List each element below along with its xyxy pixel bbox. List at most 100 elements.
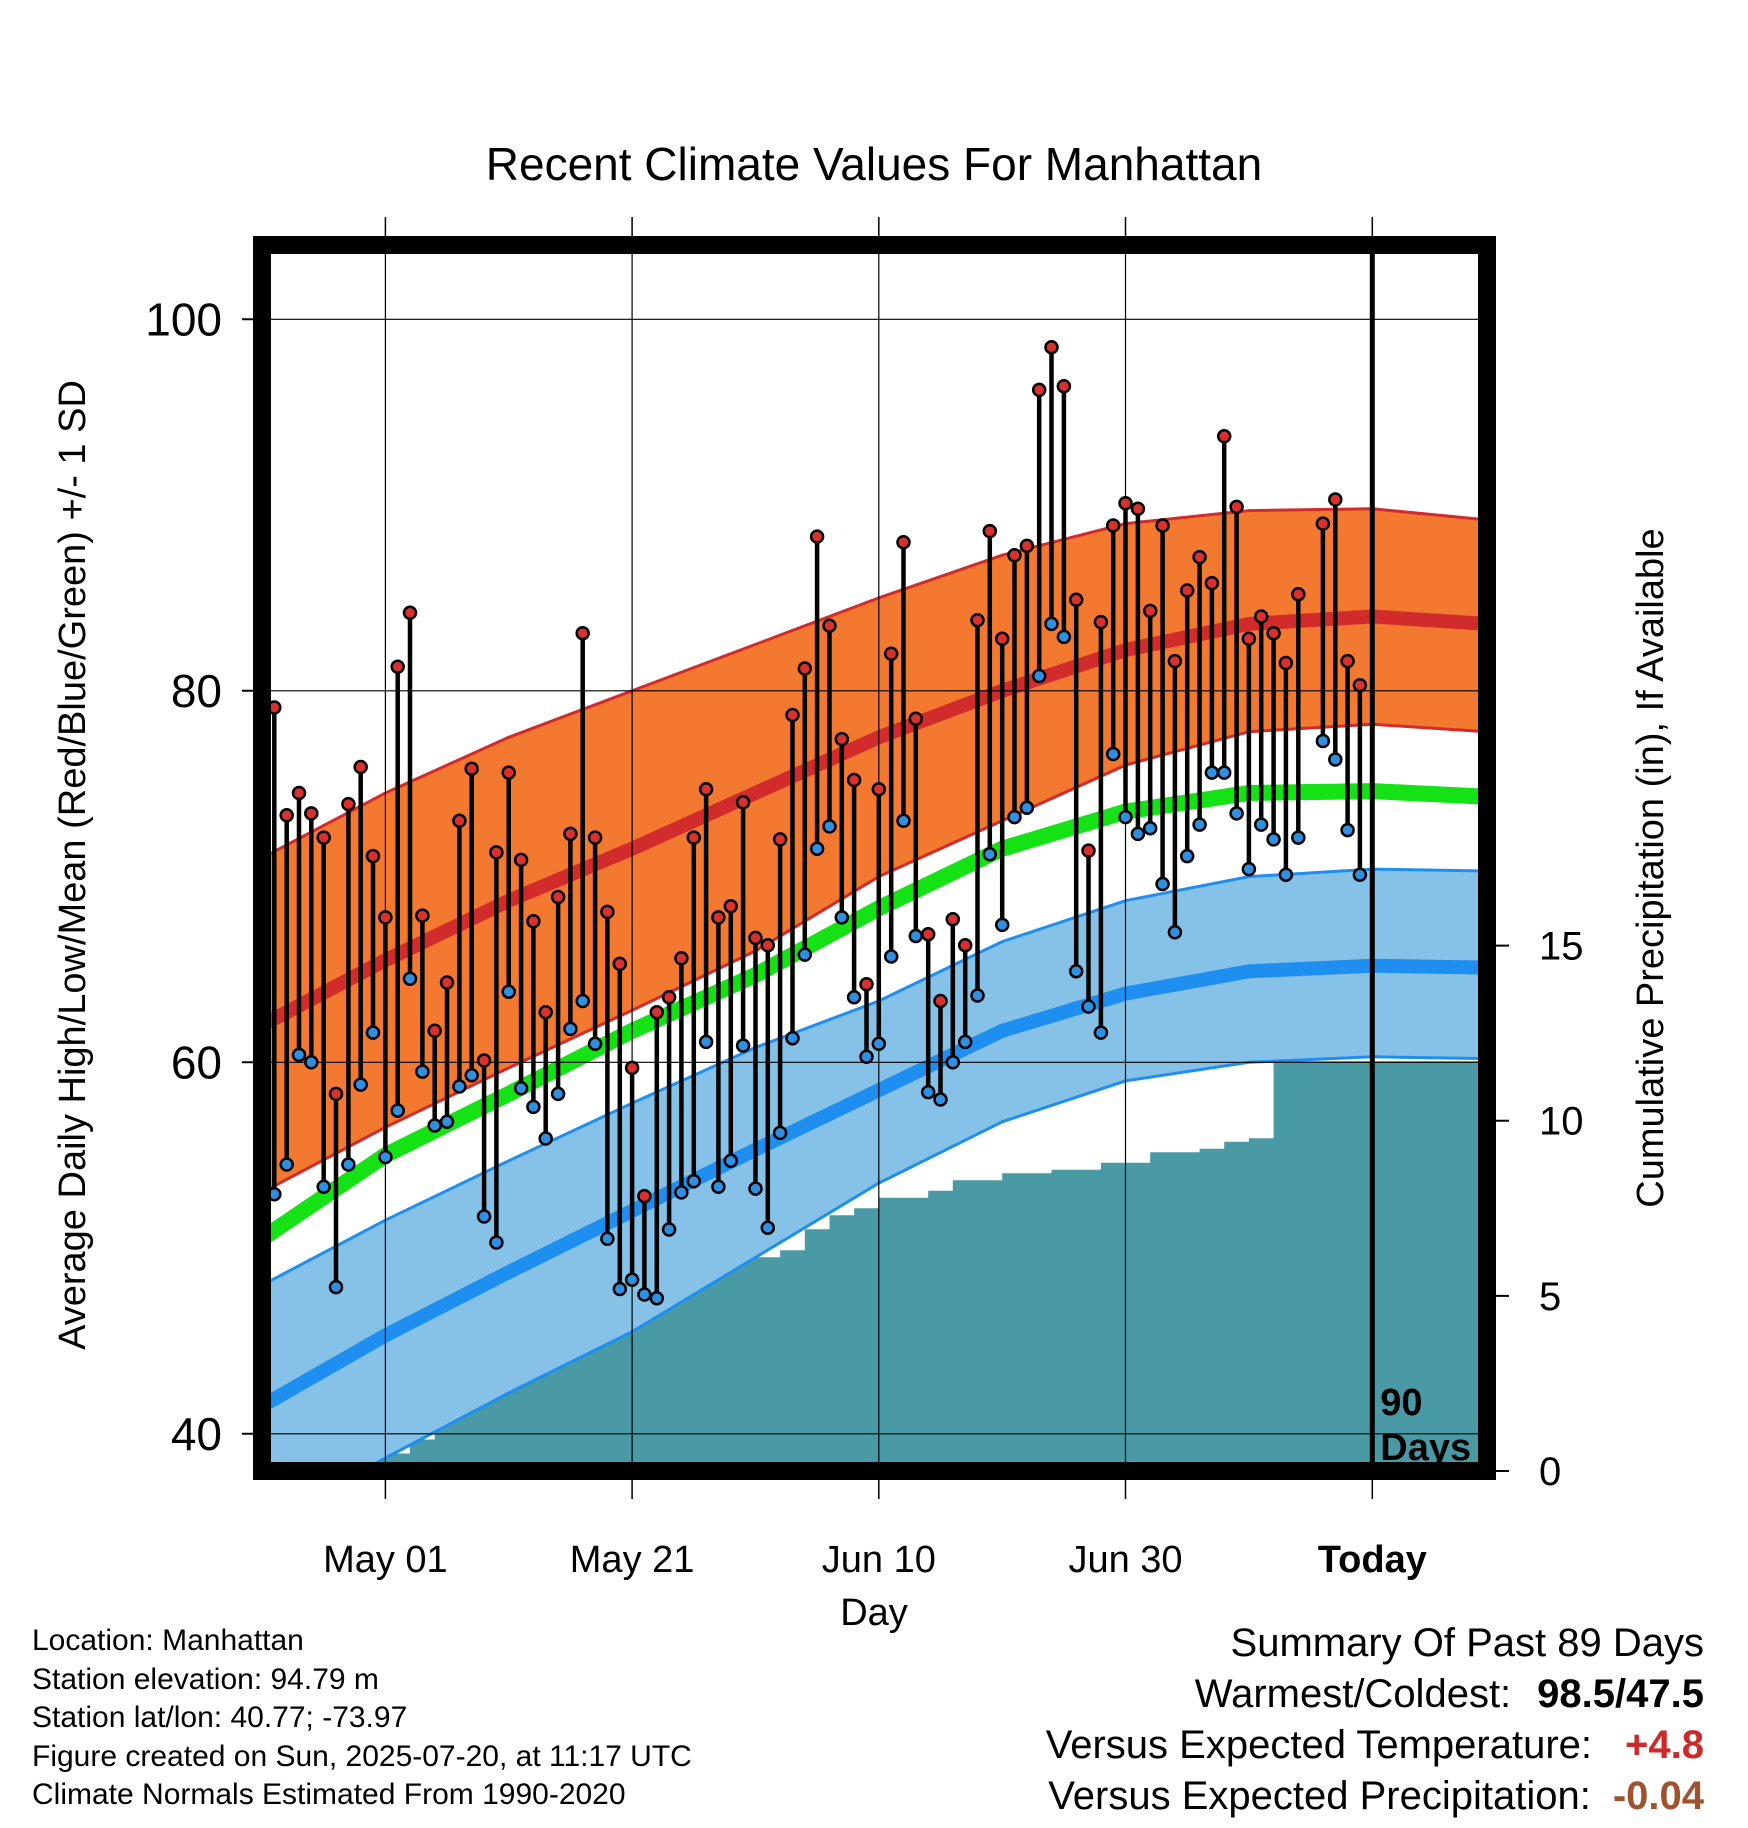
summary-warm-cold-row: Warmest/Coldest: 98.5/47.5 bbox=[1046, 1669, 1704, 1720]
normals-text: Climate Normals Estimated From 1990-2020 bbox=[32, 1778, 626, 1811]
daily-high-point bbox=[1130, 501, 1146, 517]
daily-high-point bbox=[1044, 339, 1059, 355]
summary-precip-row: Versus Expected Precipitation: -0.04 bbox=[1046, 1771, 1704, 1822]
daily-low-point bbox=[513, 1081, 529, 1096]
x-tick-label: May 01 bbox=[323, 1539, 448, 1581]
daily-high-point bbox=[600, 904, 615, 920]
precipitation-area bbox=[262, 1061, 1487, 1471]
daily-low-point bbox=[1352, 867, 1368, 882]
daily-high-point bbox=[415, 908, 430, 923]
daily-low-point bbox=[809, 841, 825, 856]
x-tick-label: Jun 30 bbox=[1068, 1539, 1182, 1581]
daily-high-point bbox=[538, 1004, 553, 1020]
daily-high-point bbox=[1093, 614, 1109, 630]
plot-area bbox=[262, 245, 1487, 1471]
elevation-text: Station elevation: 94.79 m bbox=[32, 1662, 379, 1696]
daily-range-layer bbox=[262, 339, 1368, 1306]
daily-high-point bbox=[1352, 677, 1368, 693]
daily-low-point bbox=[624, 1272, 640, 1287]
daily-high-point bbox=[1167, 653, 1183, 669]
daily-low-point bbox=[674, 1185, 689, 1200]
warm-cold-label: Warmest/Coldest: bbox=[1194, 1672, 1512, 1716]
low-sd-band bbox=[262, 869, 1487, 1471]
daily-high-point bbox=[883, 646, 899, 661]
plot-frame bbox=[253, 236, 1496, 1480]
daily-low-point bbox=[1291, 830, 1306, 845]
daily-high-point bbox=[353, 759, 368, 775]
daily-low-point bbox=[908, 928, 924, 944]
daily-high-point bbox=[365, 848, 381, 864]
daily-low-point bbox=[649, 1290, 665, 1306]
daily-low-point bbox=[1278, 867, 1294, 882]
daily-low-point bbox=[945, 1055, 961, 1070]
daily-high-point bbox=[1179, 583, 1195, 598]
daily-low-point bbox=[933, 1092, 948, 1107]
daily-low-point bbox=[612, 1281, 628, 1297]
summary-temp-row: Versus Expected Temperature: +4.8 bbox=[1046, 1720, 1704, 1771]
daily-low-point bbox=[439, 1114, 455, 1130]
daily-high-point bbox=[1155, 518, 1170, 533]
daily-high-point bbox=[563, 826, 578, 842]
daily-high-point bbox=[822, 618, 837, 634]
daily-high-point bbox=[1229, 499, 1244, 515]
y-tick-label: 100 bbox=[145, 293, 222, 345]
daily-high-point bbox=[439, 975, 455, 990]
daily-high-point bbox=[316, 830, 331, 845]
daily-high-point bbox=[378, 910, 393, 925]
daily-low-point bbox=[1179, 848, 1195, 864]
daily-low-point bbox=[563, 1021, 578, 1037]
daily-high-point bbox=[489, 845, 504, 860]
daily-low-point bbox=[1155, 876, 1170, 892]
daily-high-point bbox=[1315, 516, 1331, 531]
daily-low-point bbox=[637, 1287, 652, 1302]
precipitation-area-layer bbox=[262, 1061, 1487, 1471]
daily-low-point bbox=[304, 1055, 319, 1070]
y2-axis-label: Cumulative Precipitation (in), If Availa… bbox=[1630, 528, 1672, 1207]
daily-high-point bbox=[1340, 653, 1355, 669]
daily-low-point bbox=[328, 1279, 344, 1295]
daily-low-point bbox=[871, 1036, 887, 1052]
daily-low-point bbox=[341, 1157, 356, 1172]
daily-high-point bbox=[748, 930, 763, 946]
daily-low-point bbox=[427, 1118, 442, 1133]
daily-high-point bbox=[1031, 382, 1047, 398]
daily-low-point bbox=[785, 1030, 800, 1046]
daily-high-point bbox=[1328, 492, 1343, 507]
daily-low-point bbox=[279, 1157, 294, 1172]
daily-high-point bbox=[476, 1053, 492, 1068]
today-marker: 90 Days bbox=[1369, 245, 1471, 1471]
daily-low-point bbox=[661, 1222, 677, 1237]
daily-low-point bbox=[1241, 861, 1257, 877]
daily-low-point bbox=[1167, 925, 1183, 940]
y2-tick-label: 10 bbox=[1539, 1100, 1584, 1144]
daily-low-point bbox=[1266, 832, 1281, 847]
daily-high-point bbox=[661, 990, 677, 1005]
daily-low-point bbox=[1068, 964, 1084, 979]
x-tick-label: May 21 bbox=[570, 1539, 695, 1581]
daily-low-point bbox=[1019, 800, 1035, 816]
precip-label: Versus Expected Precipitation: bbox=[1048, 1774, 1591, 1818]
daily-high-point bbox=[291, 785, 307, 801]
daily-high-point bbox=[933, 993, 948, 1009]
daily-high-point bbox=[390, 659, 405, 674]
daily-high-point bbox=[575, 625, 590, 641]
daily-high-point bbox=[834, 731, 850, 747]
daily-low-point bbox=[1204, 765, 1220, 780]
daily-high-point bbox=[1118, 495, 1133, 511]
daily-high-point bbox=[908, 711, 924, 726]
daily-high-point bbox=[686, 830, 702, 845]
daily-high-point bbox=[1142, 603, 1158, 619]
daily-high-point bbox=[859, 977, 874, 992]
daily-low-point bbox=[1044, 616, 1059, 632]
daily-high-point bbox=[945, 912, 961, 927]
daily-high-point bbox=[994, 631, 1010, 647]
daily-low-point bbox=[686, 1173, 702, 1189]
today-label-days-word: Days bbox=[1380, 1427, 1471, 1469]
daily-high-point bbox=[464, 761, 479, 777]
daily-high-point bbox=[760, 938, 776, 953]
daily-high-point bbox=[1007, 547, 1022, 563]
daily-low-point bbox=[822, 819, 837, 834]
daily-high-point bbox=[427, 1023, 442, 1039]
daily-low-point bbox=[365, 1025, 381, 1040]
